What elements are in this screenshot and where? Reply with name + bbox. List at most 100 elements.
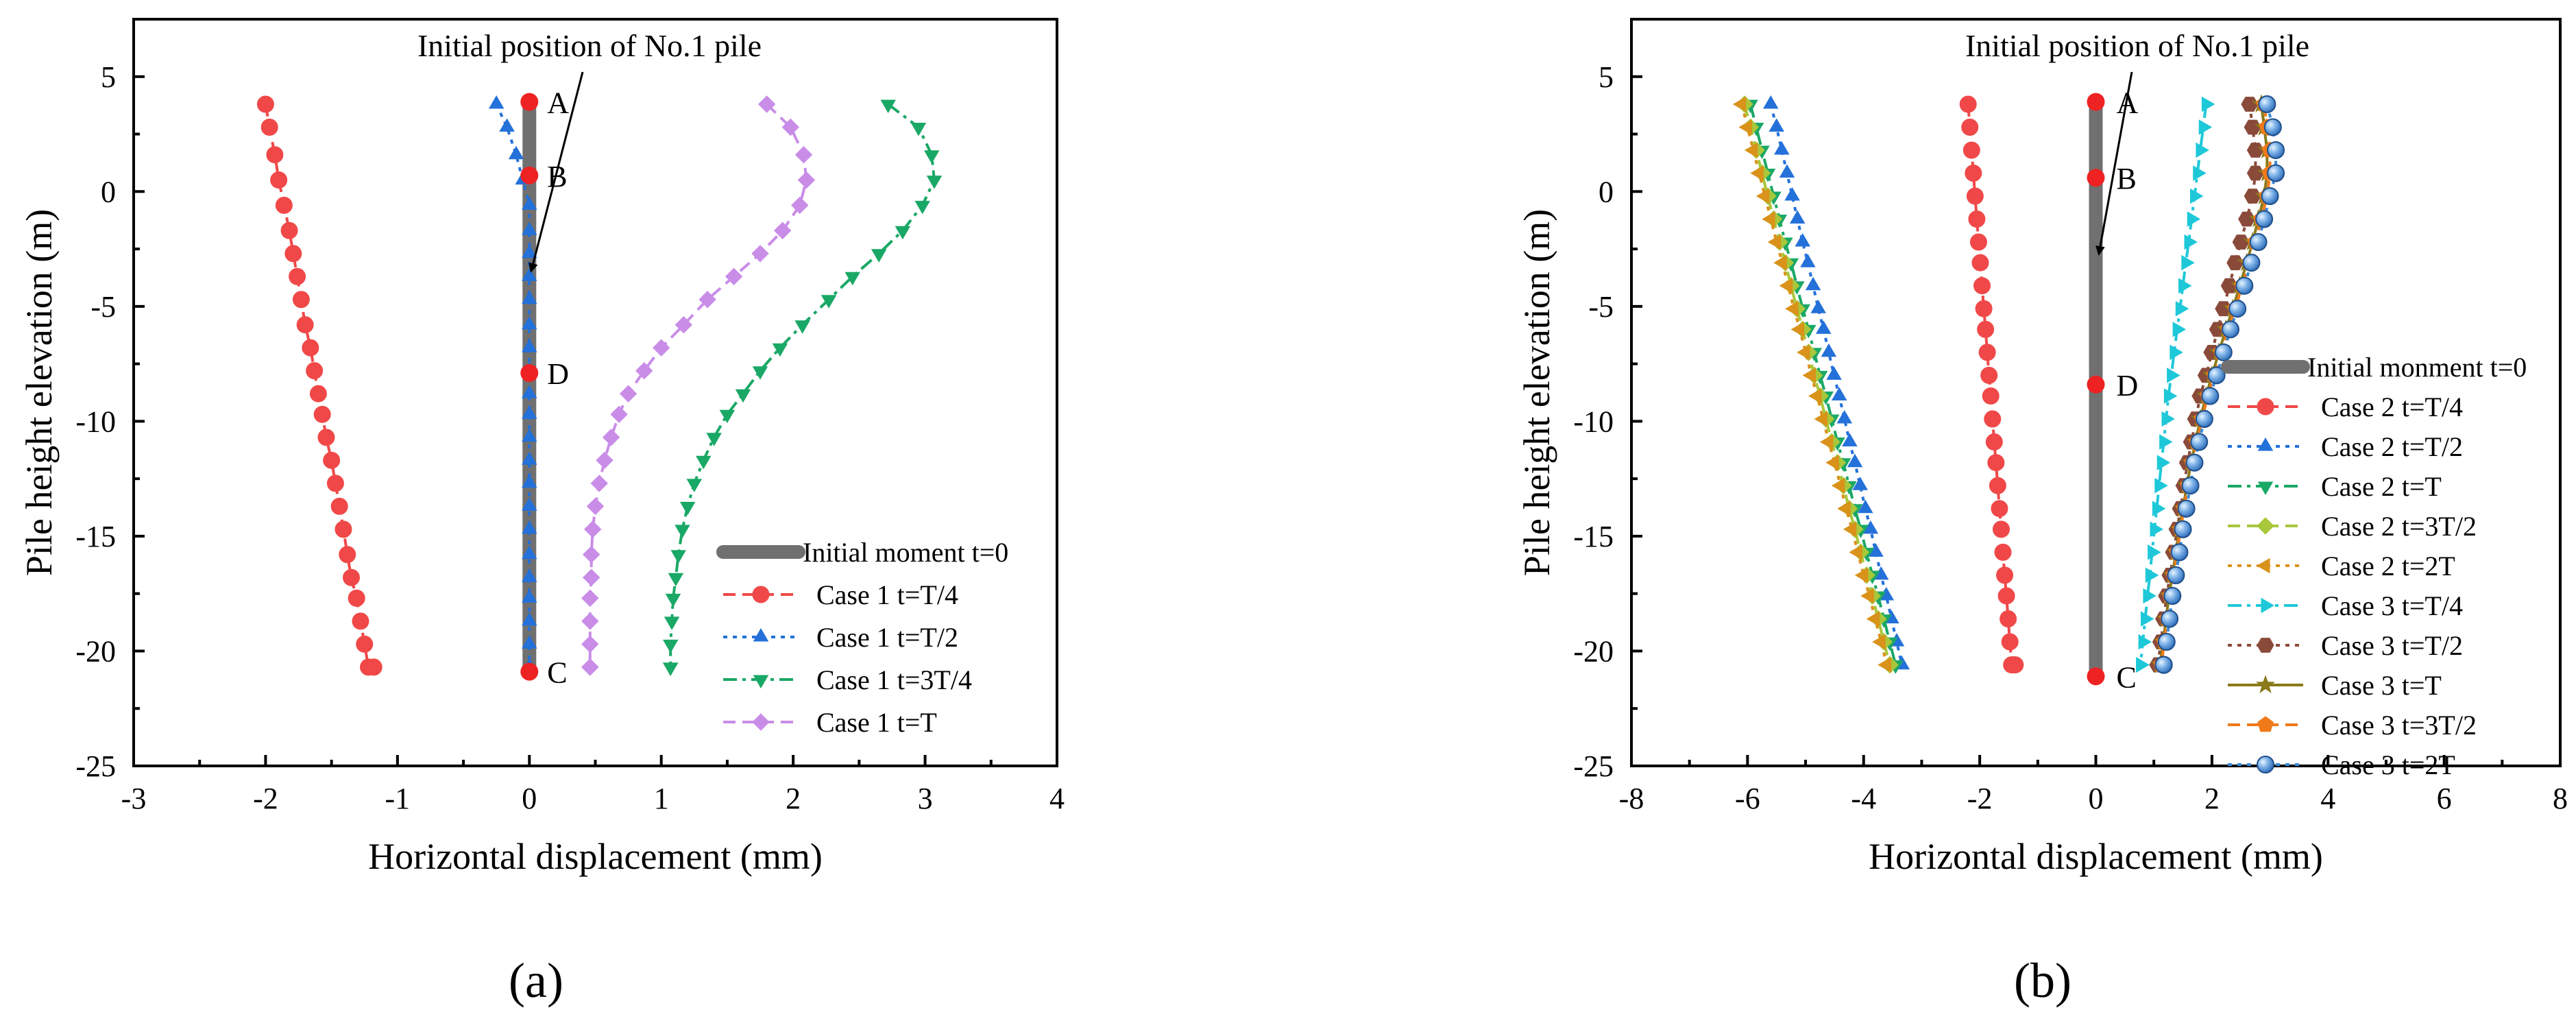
chart-b-annotation-arrow (2095, 71, 2133, 256)
chart-b-data-point (1849, 544, 1862, 560)
chart-b-data-point (1965, 165, 1982, 182)
chart-a-data-point (581, 589, 599, 608)
chart-b-data-point (2148, 544, 2161, 560)
chart-b-data-point (1978, 344, 1996, 361)
chart-b-data-point (2190, 188, 2204, 204)
chart-b-data-point (1872, 634, 1886, 650)
chart-b-data-point (1779, 278, 1793, 293)
chart-b-point-marker (2087, 375, 2105, 394)
chart-b-legend-label: Case 3 t=2T (2321, 749, 2455, 780)
chart-b-data-point (2145, 567, 2159, 584)
chart-a-data-point (335, 520, 352, 538)
chart-b-data-point (2267, 164, 2285, 182)
chart-b-data-point (1992, 520, 2010, 538)
chart-b-data-point (2196, 142, 2209, 158)
chart-b-data-point (2249, 233, 2268, 252)
chart-b-data-point (2136, 657, 2150, 673)
chart-a-data-point (735, 389, 751, 403)
chart-b-data-point (2170, 344, 2183, 361)
chart-b-legend-label: Initial monment t=0 (2307, 352, 2527, 383)
chart-b-data-point (1819, 434, 1834, 450)
chart-a-data-point (317, 429, 335, 446)
chart-a-data-point (522, 635, 537, 649)
chart-b-data-point (2154, 656, 2173, 674)
chart-b-data-point (2226, 255, 2244, 271)
chart-b-data-point (1860, 588, 1874, 604)
chart-b-data-point (2228, 300, 2247, 318)
chart-a-data-point (339, 546, 356, 564)
chart-a-data-point (289, 267, 306, 285)
chart-a-data-point (292, 291, 310, 309)
chart-b-data-point (2261, 187, 2279, 206)
chart-b-data-point (2154, 477, 2168, 494)
chart-b-legend-marker (2257, 517, 2274, 535)
chart-a-data-point (522, 545, 537, 560)
chart-b-legend-label: Case 2 t=2T (2321, 551, 2455, 581)
chart-a-data-point (522, 612, 537, 626)
chart-b-data-point (2156, 455, 2171, 470)
chart-b-data-point (2246, 143, 2264, 158)
chart-a-ytick-label: 5 (101, 60, 116, 94)
chart-a-point-label: A (547, 86, 569, 120)
chart-b-xtick-label: -4 (1851, 782, 1876, 815)
chart-b-data-point (1959, 95, 1977, 113)
chart-a-point-marker (520, 662, 539, 681)
chart-b: -8 -6 -4 -2 0 2 4 6 850-5-10-15-20-25Horizontal … (1516, 18, 2568, 877)
chart-b-data-point (2174, 520, 2192, 538)
chart-b-data-point (2181, 477, 2200, 495)
chart-a-legend-label: Initial moment t=0 (803, 537, 1008, 568)
chart-b-data-point (1774, 141, 1790, 155)
chart-b-data-point (1866, 611, 1880, 627)
chart-b-data-point (2258, 95, 2276, 113)
chart-b-data-point (1800, 254, 1816, 267)
chart-b-data-point (2255, 210, 2274, 228)
chart-a-data-point (668, 573, 684, 587)
chart-a-data-point (582, 568, 600, 586)
chart-b-data-point (2244, 189, 2261, 204)
chart-b-data-point (1969, 233, 1987, 251)
chart-b-ytick-label: -15 (1573, 520, 1614, 553)
chart-b-data-point (2163, 388, 2178, 404)
chart-b-data-point (1991, 500, 2008, 518)
chart-b-data-point (2184, 234, 2198, 250)
chart-b-data-point (1795, 233, 1811, 247)
chart-a-data-point (522, 474, 537, 488)
chart-a-data-point (522, 520, 537, 534)
chart-b-data-point (2178, 278, 2192, 293)
chart-a-series-2 (662, 99, 943, 676)
chart-b-data-point (1732, 96, 1747, 112)
chart-b-data-point (1977, 320, 1995, 338)
chart-a-series-3 (581, 95, 816, 676)
chart-b-series-6 (2149, 97, 2264, 673)
chart-a-data-point (266, 146, 284, 164)
chart-a-data-point (323, 451, 341, 469)
chart-b-data-point (1878, 657, 1892, 673)
chart-a-data-point (522, 497, 537, 511)
chart-a-data-point (356, 635, 374, 653)
chart-a-ytick-label: 0 (101, 175, 116, 208)
chart-b-data-point (1789, 210, 1806, 224)
chart-b-data-point (1763, 95, 1779, 109)
chart-b-data-point (2161, 411, 2175, 427)
chart-b-xtick-label: 8 (2553, 782, 2568, 815)
chart-b-data-point (2232, 235, 2250, 250)
chart-a-data-point (365, 658, 382, 676)
chart-a-data-point (880, 99, 896, 113)
chart-b-legend-marker (2257, 481, 2274, 495)
chart-b-data-point (1805, 276, 1821, 291)
chart-b-data-point (2267, 141, 2285, 159)
chart-b-data-point (2163, 587, 2182, 605)
chart-a-point-marker (520, 93, 539, 111)
chart-a-data-point (914, 200, 930, 215)
chart-a-point-label: B (547, 160, 567, 193)
chart-a-data-point (581, 635, 599, 653)
chart-b-legend-marker (2257, 638, 2274, 653)
chart-b-data-point (1985, 433, 2003, 451)
chart-b-xtick-label: 4 (2320, 782, 2335, 815)
chart-a-xtick-label: 3 (918, 782, 933, 815)
chart-a-data-point (610, 405, 628, 424)
chart-b-series-9 (2154, 95, 2285, 674)
chart-b-data-point (2242, 254, 2261, 272)
